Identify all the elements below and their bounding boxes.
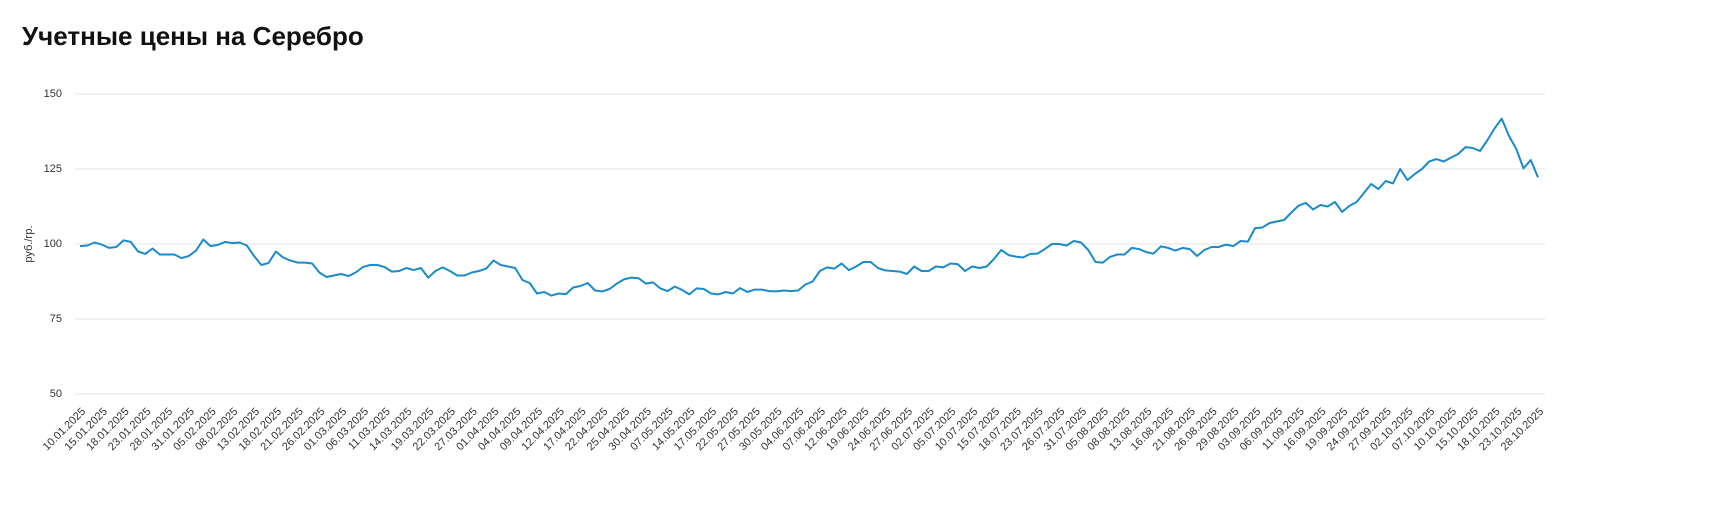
y-tick-label: 50 — [50, 388, 62, 400]
y-tick-label: 150 — [44, 88, 62, 100]
price-line — [79, 117, 1539, 297]
y-axis-label: руб./гр. — [23, 225, 35, 262]
y-tick-label: 75 — [50, 313, 62, 325]
chart-title: Учетные цены на Серебро — [22, 21, 364, 51]
y-tick-label: 100 — [44, 238, 62, 250]
y-tick-label: 125 — [44, 163, 62, 175]
